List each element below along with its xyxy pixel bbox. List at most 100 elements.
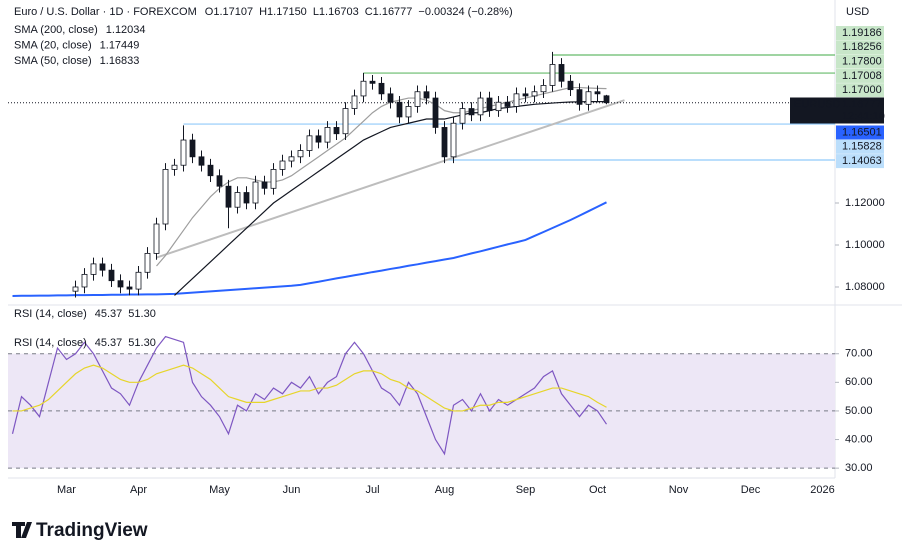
candle-body [603,95,610,104]
sma-line [12,201,607,298]
price-label: 1.19186 [842,27,882,39]
price-label: 1.14063 [842,155,882,167]
candle-body [459,108,466,124]
candle-body [486,97,493,112]
x-tick-label: Jul [365,484,379,496]
brand: TradingView [36,520,148,541]
legend-name: SMA (20, close) [14,39,92,51]
legend-value: 1.17449 [100,39,140,51]
last-price-label: 1.16777 [842,98,882,110]
price-label: 1.18256 [842,41,882,53]
symbol-bg [790,97,884,124]
ohlc-label: L1.16703 [313,6,359,18]
rsi-legend-value: 45.37 [95,308,123,320]
candle-body [72,286,79,292]
rsi-y-tick-label: 40.00 [845,433,873,445]
candle-body [189,139,196,158]
x-tick-label: Mar [57,484,76,496]
rsi-y-tick-label: 30.00 [845,462,873,474]
candle-body [117,280,124,288]
candle-body [234,192,241,208]
rsi-line [11,335,607,456]
countdown: 12:41:10 [842,110,885,122]
candle-body [261,181,268,189]
x-tick-label: Aug [435,484,455,496]
title: Euro / U.S. Dollar · 1D · FOREXCOM [14,6,197,18]
ohlc-label: H1.17150 [259,6,307,18]
candle-body [558,64,565,82]
ohlc-label: C1.16777 [365,6,413,18]
candle-body [144,252,151,273]
candle-body [333,127,340,135]
candle-body [342,108,349,135]
logo-mark [12,522,32,538]
candle-body [441,127,448,158]
x-tick-label: Jun [283,484,301,496]
candle-body [297,150,304,158]
candle-body [531,91,538,97]
candle-body [315,135,322,143]
candle-body [387,93,394,103]
candle-body [306,135,313,151]
candle-body [567,80,574,91]
rsi-legend-name: RSI (14, close) [14,337,87,349]
candle-body [216,175,223,187]
candle-body [90,263,97,275]
price-label: 1.17008 [842,70,882,82]
change-label: −0.00324 (−0.28%) [418,6,512,18]
rsi-legend-value: 45.37 [95,337,123,349]
rsi-y-tick-label: 50.00 [845,405,873,417]
price-label-bg [836,139,884,154]
legend-name: SMA (50, close) [14,55,92,67]
candle-body [495,101,502,112]
price-label: 1.17800 [842,56,882,68]
price-label: 1.16501 [842,126,882,138]
x-tick-label: Sep [516,484,536,496]
candle-body [540,85,547,93]
candle-body [126,286,133,290]
price-label: 1.17000 [842,84,882,96]
candle-body [180,139,187,166]
legend-name: SMA (200, close) [14,24,98,36]
logo: TradingView [12,520,148,541]
candle-body [162,169,169,225]
candle-body [450,122,457,158]
x-tick-label: Dec [741,484,761,496]
candle-body [81,273,88,288]
y-tick-label: 1.10000 [845,239,885,251]
candle-body [405,106,412,118]
candle-body [351,95,358,109]
sma-line [174,100,607,296]
candle-body [252,181,259,204]
price-label-bg [836,125,884,140]
symbol: EURUSD [794,98,841,110]
candle-body [360,80,367,97]
candle-body [108,269,115,282]
candle-body [225,185,232,208]
sma-line [156,86,607,267]
candle-body [549,64,556,86]
currency: USD [846,6,869,18]
candle-body [171,164,178,170]
candle-body [594,91,601,95]
candle-body [477,97,484,116]
candle-body [513,93,520,107]
candle-body [135,271,142,290]
candle-body [423,91,430,99]
candle-body [270,169,277,189]
price-label-bg [836,40,884,55]
legend-value: 1.12034 [106,24,146,36]
price-label-bg [836,26,884,40]
ohlc-label: O1.17107 [205,6,253,18]
rsi-band [8,353,835,469]
candle-body [207,164,214,177]
x-tick-label: Nov [669,484,689,496]
rsi-legend-value: 51.30 [128,337,156,349]
candle-body [288,156,295,162]
candle-body [576,89,583,105]
x-tick-label: Oct [589,484,606,496]
candle-body [378,82,385,95]
candle-body [396,101,403,118]
